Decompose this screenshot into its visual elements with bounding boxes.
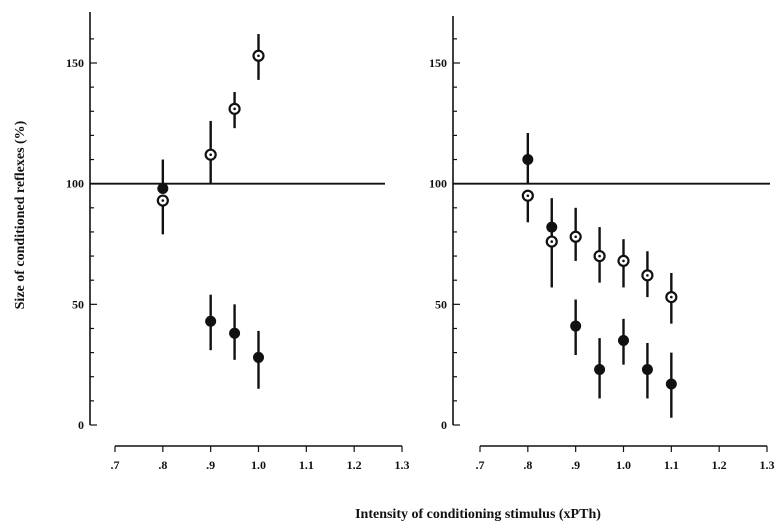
left-series-0-point-2 <box>228 102 241 115</box>
left-series-0-point-3 <box>252 49 265 62</box>
right-y-tick-label-2: 100 <box>429 177 447 191</box>
right-y-tick-label-3: 150 <box>429 56 447 70</box>
left-series-1-point-3 <box>253 351 264 363</box>
left-x-tick-label-6: 1.3 <box>395 458 410 472</box>
left-x-tick-label-3: 1.0 <box>251 458 266 472</box>
left-x-tick-label-4: 1.1 <box>299 458 314 472</box>
right-series-1-point-4 <box>618 335 629 347</box>
right-x-tick-label-6: 1.3 <box>760 458 775 472</box>
left-x-tick-label-2: .9 <box>206 458 215 472</box>
left-y-tick-label-2: 100 <box>66 177 84 191</box>
right-series-1-point-5 <box>641 363 653 375</box>
right-x-tick-label-2: .9 <box>571 458 580 472</box>
right-series-1-point-6 <box>665 378 677 390</box>
right-series-1-point-2 <box>570 320 582 332</box>
right-x-tick-label-5: 1.2 <box>712 458 727 472</box>
right-series-0-point-1 <box>545 235 558 248</box>
panel-left: 0 50 100 150 .7 .8 .9 1.0 1.1 1.2 1.3 <box>66 12 410 472</box>
right-series-1-point-1 <box>546 221 558 233</box>
left-series-1-point-1 <box>205 315 217 327</box>
panel-right: 0 50 100 150 .7 .8 .9 1.0 1.1 1.2 1.3 <box>429 16 775 472</box>
left-x-tick-label-5: 1.2 <box>347 458 362 472</box>
right-series-1-point-0 <box>522 154 534 166</box>
left-x-tick-label-0: .7 <box>111 458 120 472</box>
x-axis-title: Intensity of conditioning stimulus (xPTh… <box>355 507 601 522</box>
left-series-1-point-2 <box>229 327 241 339</box>
right-x-tick-label-3: 1.0 <box>616 458 631 472</box>
right-series-0-point-5 <box>641 269 654 282</box>
left-y-tick-label-3: 150 <box>66 56 84 70</box>
right-series-0-point-0 <box>521 189 534 202</box>
right-series-0-point-3 <box>593 249 606 263</box>
left-series-0-point-0 <box>156 194 169 207</box>
right-y-tick-label-1: 50 <box>435 297 447 311</box>
right-series-0-point-6 <box>665 290 678 304</box>
left-x-tick-label-1: .8 <box>158 458 167 472</box>
right-series-0-point-4 <box>617 254 630 267</box>
right-series-0-point-2 <box>569 230 582 243</box>
y-axis-title: Size of conditioned reflexes (%) <box>13 120 28 309</box>
left-y-tick-label-0: 0 <box>78 418 84 432</box>
right-series-1-point-3 <box>594 363 606 375</box>
left-y-tick-label-1: 50 <box>72 297 84 311</box>
right-x-tick-label-0: .7 <box>476 458 485 472</box>
left-series-0-point-1 <box>204 148 217 161</box>
right-x-tick-label-1: .8 <box>523 458 532 472</box>
left-series-1-point-0 <box>157 182 169 194</box>
right-y-tick-label-0: 0 <box>441 418 447 432</box>
right-x-tick-label-4: 1.1 <box>664 458 679 472</box>
